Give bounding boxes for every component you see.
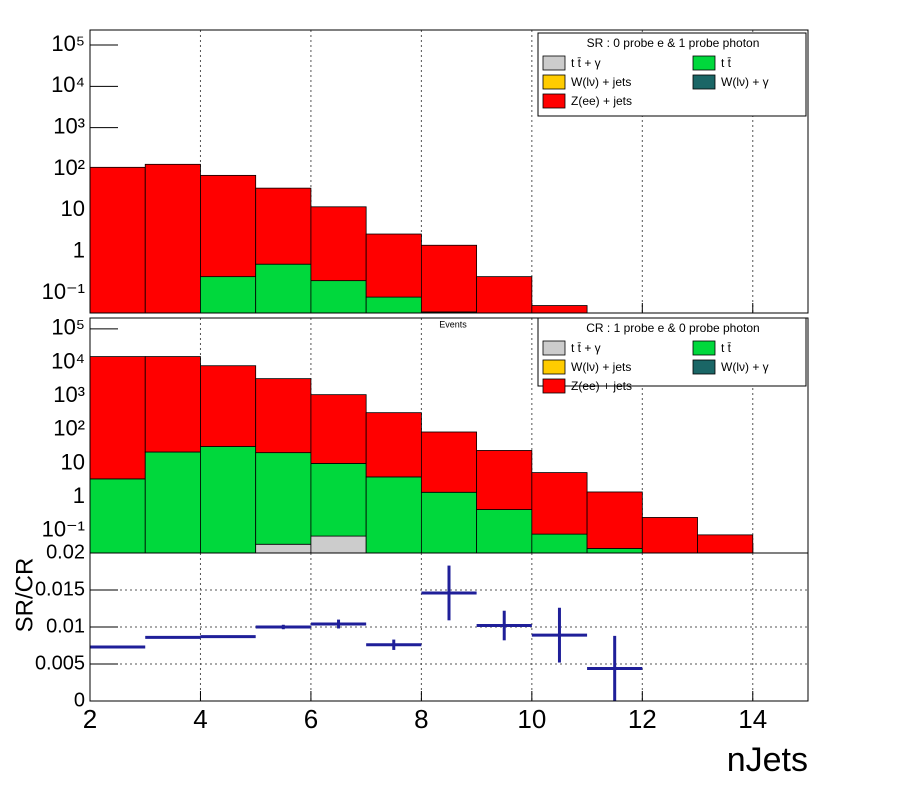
x-tick-label: 6	[304, 704, 318, 734]
y-tick-label: 10²	[53, 416, 85, 441]
bar	[586, 491, 643, 549]
legend-swatch	[692, 74, 716, 90]
bar	[200, 276, 257, 314]
y-axis-label: Events	[439, 319, 467, 329]
legend-title: CR : 1 probe e & 0 probe photon	[586, 321, 759, 335]
legend-swatch	[542, 340, 566, 356]
bar	[255, 543, 312, 554]
bar	[144, 163, 201, 314]
x-tick-label: 2	[83, 704, 97, 734]
legend-swatch	[692, 359, 716, 375]
y-tick-label: 1	[73, 483, 85, 508]
bar	[89, 166, 146, 314]
legend-label: t t̄ + γ	[571, 56, 601, 70]
bar	[310, 394, 367, 464]
bar	[365, 233, 422, 298]
bar	[586, 548, 643, 554]
bar	[310, 535, 367, 554]
bar	[255, 263, 312, 314]
legend-label: W(lν) + jets	[571, 75, 631, 89]
legend-label: t t̄	[721, 341, 732, 355]
bar	[476, 509, 533, 554]
y-tick-label: 10	[61, 196, 85, 221]
bar	[476, 276, 533, 314]
legend-label: t t̄	[721, 56, 732, 70]
bar	[310, 280, 367, 314]
legend-swatch	[542, 74, 566, 90]
plot-frame	[89, 552, 809, 702]
y-tick-label: 10	[61, 449, 85, 474]
y-tick-label: 10⁴	[51, 348, 85, 373]
bar	[476, 450, 533, 510]
bar	[641, 517, 698, 554]
legend-swatch	[542, 93, 566, 109]
y-tick-label: 0	[74, 689, 85, 711]
y-tick-label: 0.005	[35, 652, 85, 674]
y-tick-label: 10⁴	[51, 72, 85, 97]
bar	[420, 491, 478, 554]
y-tick-label: 0.015	[35, 578, 85, 600]
x-tick-label: 10	[517, 704, 546, 734]
legend-label: W(lν) + γ	[721, 75, 769, 89]
bar	[144, 356, 201, 453]
bar	[255, 452, 312, 545]
legend-label: Z(ee) + jets	[571, 94, 632, 108]
legend-swatch	[692, 55, 716, 71]
x-tick-label: 4	[193, 704, 207, 734]
y-tick-label: 10⁻¹	[42, 279, 85, 304]
bar	[365, 412, 422, 478]
y-tick-label: 10⁻¹	[42, 517, 85, 542]
bar	[697, 534, 754, 554]
y-tick-label: 0.01	[46, 615, 85, 637]
bar	[200, 446, 257, 554]
x-tick-label: 8	[414, 704, 428, 734]
bar	[365, 296, 422, 314]
x-tick-label: 14	[738, 704, 767, 734]
y-tick-label: 10³	[53, 113, 85, 138]
legend-label: t t̄ + γ	[571, 341, 601, 355]
legend-label: W(lν) + jets	[571, 360, 631, 374]
bar	[310, 463, 367, 537]
bar	[365, 476, 422, 554]
y-tick-label: 0.02	[46, 541, 85, 563]
x-tick-label: 12	[628, 704, 657, 734]
legend-box	[537, 317, 807, 387]
bar	[531, 305, 588, 314]
x-axis-label: nJets	[727, 741, 808, 779]
bar	[255, 378, 312, 454]
y-tick-label: 10²	[53, 155, 85, 180]
bar	[531, 533, 588, 554]
legend-label: Z(ee) + jets	[571, 379, 632, 393]
plot-frame	[89, 29, 809, 314]
bar	[200, 174, 257, 278]
bar	[255, 187, 312, 265]
y-tick-label: 10³	[53, 382, 85, 407]
bar	[144, 451, 201, 554]
bar	[89, 356, 146, 480]
bar	[420, 244, 478, 313]
y-tick-label: 1	[73, 238, 85, 263]
bar	[420, 431, 478, 493]
bar	[310, 206, 367, 282]
y-axis-label: SR/CR	[11, 558, 38, 633]
legend-swatch	[542, 55, 566, 71]
legend-swatch	[542, 378, 566, 394]
legend-swatch	[542, 359, 566, 375]
bar	[89, 478, 146, 554]
bar	[200, 365, 257, 447]
y-tick-label: 10⁵	[51, 315, 85, 340]
legend-box	[537, 32, 807, 117]
legend-title: SR : 0 probe e & 1 probe photon	[587, 36, 760, 50]
legend-swatch	[692, 340, 716, 356]
y-tick-label: 10⁵	[51, 31, 85, 56]
bar	[531, 472, 588, 535]
legend-label: W(lν) + γ	[721, 360, 769, 374]
